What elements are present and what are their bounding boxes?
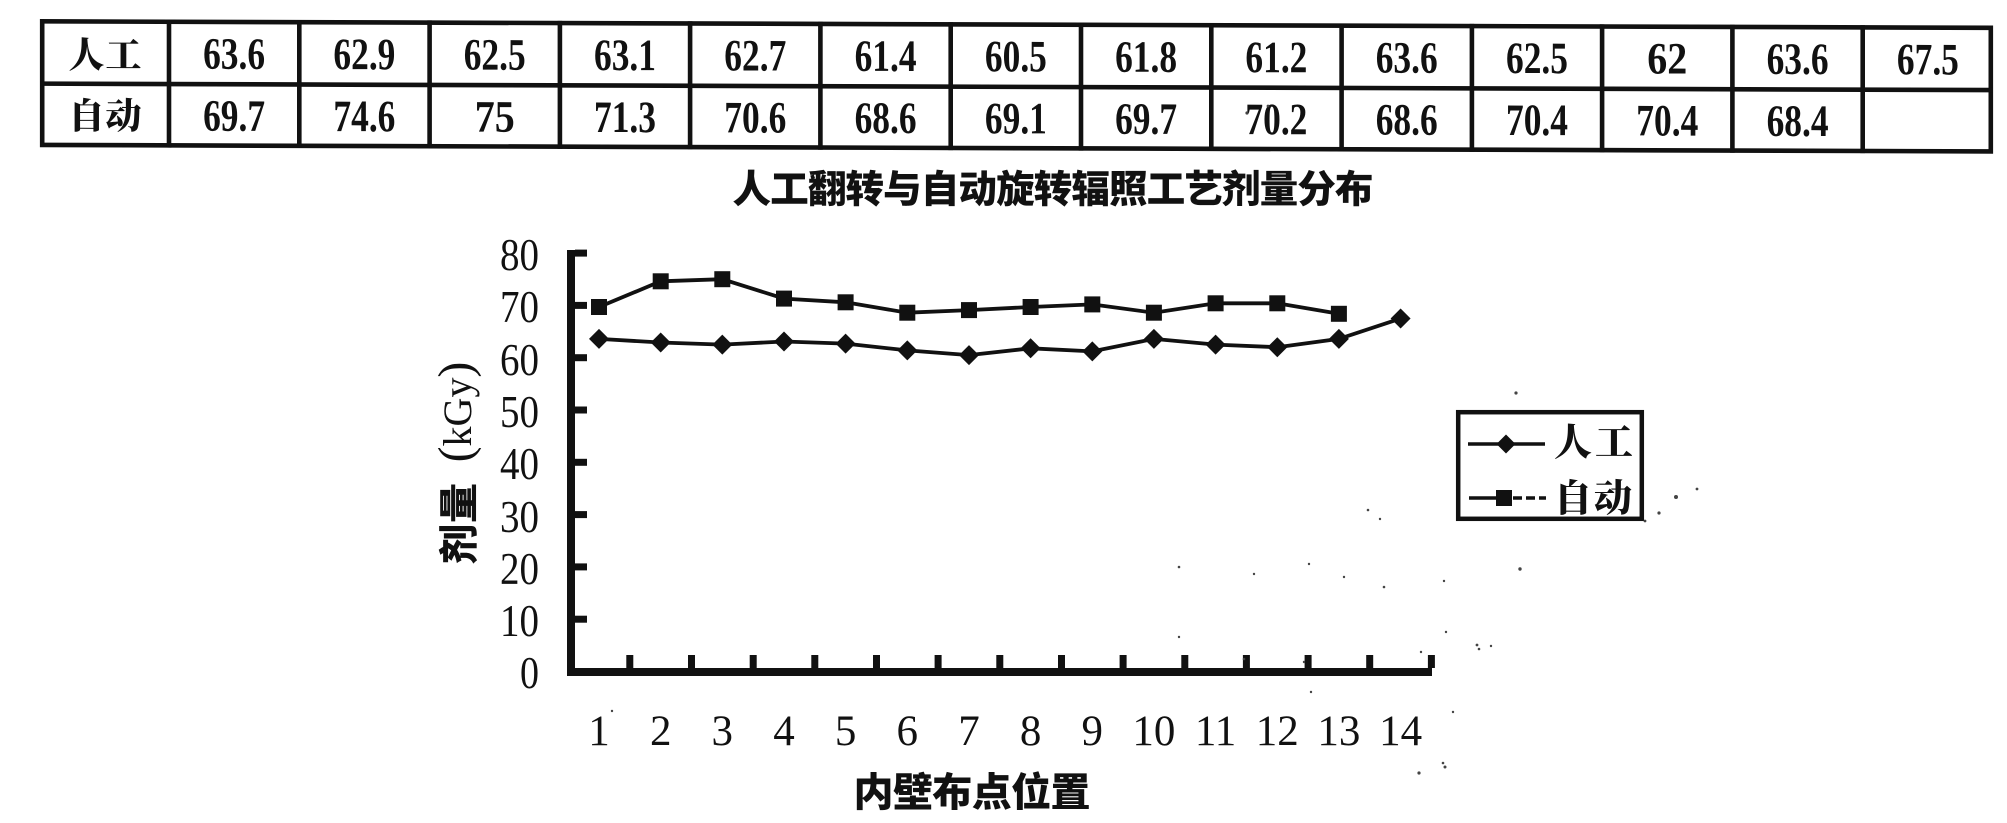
svg-text:75: 75 [475,92,515,142]
svg-text:12: 12 [1256,708,1299,755]
svg-text:9: 9 [1082,708,1104,755]
svg-text:0: 0 [520,648,539,698]
svg-text:61.8: 61.8 [1115,32,1177,82]
svg-text:7: 7 [958,708,980,755]
svg-text:70.6: 70.6 [724,92,786,142]
svg-text:70.2: 70.2 [1245,94,1307,144]
svg-text:10: 10 [500,596,539,646]
svg-text:13: 13 [1317,708,1360,755]
svg-text:71.3: 71.3 [594,92,656,142]
svg-text:3: 3 [712,708,734,755]
svg-text:(kGy): (kGy) [429,362,482,463]
svg-text:8: 8 [1020,708,1042,755]
svg-text:63.6: 63.6 [203,29,265,79]
svg-text:30: 30 [500,492,539,542]
svg-text:10: 10 [1132,708,1175,755]
svg-text:80: 80 [500,230,539,280]
svg-text:4: 4 [773,708,795,755]
svg-text:62.7: 62.7 [724,30,786,80]
svg-text:62: 62 [1647,33,1687,83]
svg-text:60: 60 [500,335,539,385]
svg-text:74.6: 74.6 [333,91,395,141]
svg-text:69.1: 69.1 [985,93,1047,143]
svg-text:62.5: 62.5 [1506,33,1568,83]
svg-text:68.4: 68.4 [1767,96,1829,146]
svg-text:63.1: 63.1 [594,30,656,80]
svg-text:63.6: 63.6 [1767,34,1829,84]
svg-text:1: 1 [588,708,610,755]
svg-text:70.4: 70.4 [1636,95,1698,145]
svg-text:6: 6 [897,708,919,755]
svg-text:69.7: 69.7 [203,91,265,141]
svg-text:11: 11 [1195,708,1236,755]
svg-text:61.4: 61.4 [855,31,917,81]
svg-text:63.6: 63.6 [1376,33,1438,83]
svg-text:50: 50 [500,387,539,437]
svg-text:62.5: 62.5 [464,30,526,80]
svg-text:61.2: 61.2 [1245,32,1307,82]
svg-text:40: 40 [500,439,539,489]
svg-text:68.6: 68.6 [855,93,917,143]
svg-text:14: 14 [1379,708,1422,755]
svg-text:2: 2 [650,708,672,755]
svg-text:5: 5 [835,708,857,755]
svg-text:68.6: 68.6 [1376,95,1438,145]
svg-text:69.7: 69.7 [1115,94,1177,144]
svg-text:62.9: 62.9 [333,29,395,79]
svg-text:60.5: 60.5 [985,31,1047,81]
svg-text:70: 70 [500,282,539,332]
svg-text:67.5: 67.5 [1897,34,1959,84]
svg-text:20: 20 [500,544,539,594]
svg-text:70.4: 70.4 [1506,95,1568,145]
